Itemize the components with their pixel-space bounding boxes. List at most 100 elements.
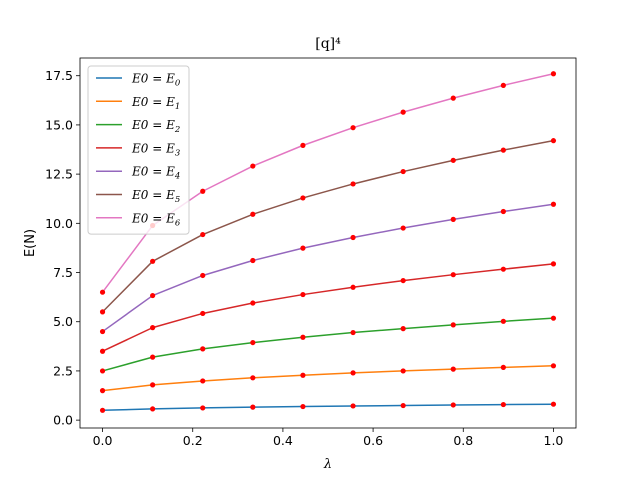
data-point-5-9 <box>550 138 557 144</box>
x-axis-ticks: 0.0 0.2 0.4 0.6 0.8 1.0 <box>93 428 564 448</box>
data-point-5-5 <box>350 181 356 187</box>
data-point-1-2 <box>200 378 206 384</box>
chart-title: [q]⁴ <box>315 36 341 52</box>
data-point-0-3 <box>250 404 256 410</box>
data-point-2-2 <box>200 346 206 352</box>
data-point-5-0 <box>99 309 106 315</box>
data-point-4-5 <box>350 234 356 241</box>
data-point-3-2 <box>200 310 206 317</box>
x-tick-label: 0.2 <box>183 433 203 448</box>
data-point-0-5 <box>350 403 356 409</box>
data-point-6-2 <box>200 188 206 194</box>
data-point-6-5 <box>350 125 356 131</box>
data-point-3-0 <box>99 348 106 354</box>
legend-label-3: E0 = E3 <box>131 141 180 158</box>
x-tick-label: 1.0 <box>544 433 564 448</box>
legend-subscript: 2 <box>174 125 180 135</box>
data-point-2-3 <box>250 339 256 346</box>
data-point-0-2 <box>200 405 206 411</box>
y-tick-label: 17.5 <box>45 68 73 83</box>
data-point-3-1 <box>150 325 156 331</box>
data-point-1-8 <box>500 364 506 370</box>
data-point-5-7 <box>450 157 456 163</box>
y-tick-label: 7.5 <box>53 265 73 280</box>
legend-label-1: E0 = E1 <box>131 95 180 112</box>
data-point-1-9 <box>550 363 557 369</box>
y-tick-label: 10.0 <box>45 216 73 231</box>
y-tick-label: 12.5 <box>45 167 73 182</box>
data-point-5-3 <box>250 211 256 217</box>
x-tick-label: 0.8 <box>453 433 473 448</box>
data-point-4-8 <box>500 208 506 215</box>
y-tick-label: 15.0 <box>45 117 73 132</box>
data-point-4-4 <box>300 245 306 251</box>
x-tick-label: 0.0 <box>93 433 113 448</box>
data-point-3-7 <box>450 272 456 278</box>
data-point-0-9 <box>550 401 557 407</box>
data-point-5-1 <box>150 258 156 264</box>
data-point-4-9 <box>550 201 557 207</box>
series-layer <box>101 73 554 412</box>
data-point-2-1 <box>150 354 156 360</box>
series-line-2 <box>102 317 554 372</box>
data-point-3-5 <box>350 284 356 290</box>
y-tick-label: 5.0 <box>53 314 73 329</box>
data-point-2-6 <box>400 326 406 332</box>
series-line-3 <box>102 263 554 352</box>
legend-subscript: 0 <box>175 79 181 89</box>
data-point-1-5 <box>350 370 356 376</box>
series-line-4 <box>102 203 554 333</box>
series-line-0 <box>102 403 554 412</box>
data-point-4-7 <box>450 216 456 222</box>
x-axis-label: λ <box>323 457 332 472</box>
data-point-1-3 <box>250 375 256 381</box>
legend-subscript: 5 <box>175 195 180 205</box>
legend-label-4: E0 = E4 <box>131 165 180 182</box>
data-point-4-0 <box>99 328 106 335</box>
series-line-5 <box>102 139 554 313</box>
data-point-0-4 <box>300 403 306 410</box>
legend-label-2: E0 = E2 <box>131 118 180 135</box>
y-axis-ticks: 0.0 2.5 5.0 7.5 10.0 12.5 15.0 17.5 <box>45 68 80 428</box>
data-point-2-5 <box>350 329 356 336</box>
data-point-6-0 <box>99 289 106 295</box>
y-axis-label: E(N) <box>23 229 38 257</box>
data-point-2-9 <box>550 315 557 321</box>
data-point-1-0 <box>99 388 106 394</box>
data-point-0-7 <box>450 402 456 408</box>
data-point-2-7 <box>450 322 456 328</box>
data-point-1-7 <box>450 366 456 372</box>
data-point-5-4 <box>300 195 306 201</box>
data-point-3-9 <box>550 261 557 267</box>
data-point-0-0 <box>99 407 106 413</box>
data-point-0-1 <box>150 406 156 412</box>
legend-subscript: 1 <box>175 102 180 112</box>
data-point-1-6 <box>400 368 406 374</box>
data-point-3-3 <box>250 300 256 306</box>
data-point-6-4 <box>300 142 306 148</box>
legend-label-5: E0 = E5 <box>131 188 180 205</box>
data-point-6-6 <box>400 109 406 115</box>
data-point-6-8 <box>500 82 506 88</box>
legend-box <box>87 65 190 235</box>
data-point-3-6 <box>400 277 406 284</box>
data-point-6-7 <box>450 95 456 101</box>
legend: E0 = E0 E0 = E1 E0 = E2 E0 = E3 E0 = E4 E0 = … <box>87 65 190 235</box>
data-point-6-3 <box>250 163 256 169</box>
marker-layer <box>99 71 557 413</box>
data-point-1-1 <box>150 382 156 388</box>
legend-subscript: 6 <box>175 218 181 228</box>
y-tick-label: 0.0 <box>53 413 73 428</box>
data-point-2-4 <box>300 334 306 340</box>
data-point-5-8 <box>500 147 506 153</box>
data-point-2-0 <box>99 368 106 374</box>
series-line-1 <box>102 365 554 392</box>
legend-subscript: 4 <box>174 172 180 182</box>
data-point-4-3 <box>250 257 256 264</box>
data-point-1-4 <box>300 372 306 378</box>
x-tick-label: 0.6 <box>363 433 383 448</box>
plot-frame <box>79 57 577 429</box>
data-point-4-1 <box>150 292 156 299</box>
